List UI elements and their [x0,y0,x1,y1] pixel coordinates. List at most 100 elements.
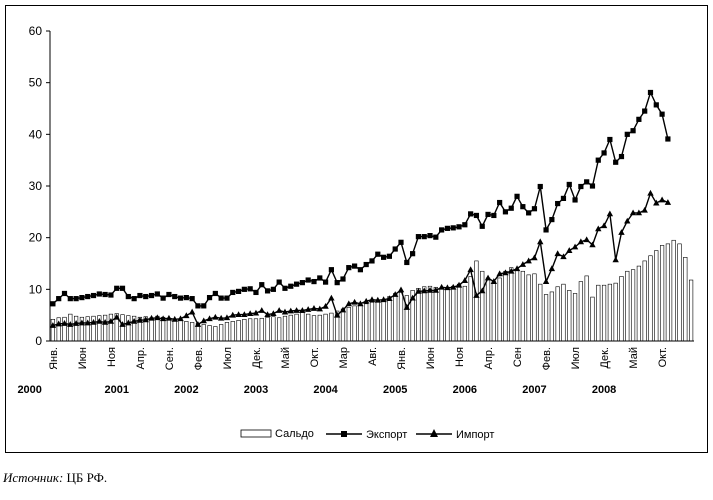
bar-saldo [207,325,212,342]
point-export [206,295,213,301]
x-month-label: Июн [425,347,437,369]
bar-saldo [381,299,386,342]
point-import [658,196,666,203]
x-month-label: Янв. [48,347,60,370]
point-import [600,222,608,229]
point-export [549,216,555,223]
legend-marker-export [341,431,347,437]
point-import [171,315,178,322]
point-import [264,311,271,318]
point-export [270,286,276,292]
bar-saldo [393,293,398,342]
bar-saldo [190,322,195,342]
point-export [630,128,636,134]
point-import [90,319,97,325]
point-import [438,283,445,290]
point-export [73,296,79,302]
point-import [537,238,544,245]
bar-saldo [236,320,241,342]
point-import [496,270,503,277]
point-export [659,111,665,117]
bar-saldo [352,305,357,342]
point-export [183,295,189,301]
point-import [212,313,219,320]
x-month-label: Дек. [251,347,263,368]
x-year-label: 2001 [104,384,128,396]
point-export [311,278,317,285]
bar-saldo [265,316,270,342]
bar-saldo [538,283,543,342]
point-export [102,291,108,298]
point-export [647,89,654,96]
point-export [398,239,404,245]
point-import [322,302,329,309]
point-export [90,292,97,299]
point-export [241,286,247,292]
point-import [287,307,294,314]
bar-saldo [468,276,473,342]
point-import [554,250,561,257]
point-export [230,289,236,296]
point-export [137,292,143,299]
source-text: ЦБ РФ. [66,470,108,485]
bar-saldo [329,312,334,342]
point-export [346,265,352,271]
point-export [520,204,526,210]
point-import [455,281,463,288]
point-import [629,209,637,216]
bar-saldo [422,286,427,342]
bar-saldo [68,313,73,342]
point-import [479,287,486,294]
point-export [386,253,393,259]
point-export [253,289,259,296]
point-export [404,259,410,266]
legend-label-import: Импорт [456,429,494,441]
x-month-label: Фев. [193,347,205,370]
bar-saldo [509,267,514,342]
point-export [108,292,114,298]
x-month-label: Июл [570,347,582,369]
bar-saldo [683,257,688,342]
point-export [212,290,218,297]
point-export [160,295,166,301]
y-tick-label: 60 [29,24,43,38]
point-import [664,199,672,205]
point-import [316,305,323,312]
bar-saldo [358,304,363,342]
bar-saldo [532,273,537,342]
point-export [410,251,416,257]
bar-saldo [636,265,641,342]
bar-saldo [619,276,624,342]
x-year-label: 2006 [453,384,477,396]
point-import [194,321,202,327]
source-label: Источник: [3,470,64,485]
point-export [444,225,451,231]
point-import [333,311,341,318]
point-export [473,212,480,219]
point-import [252,309,260,316]
point-export [154,291,160,297]
point-export [317,275,323,281]
point-import [589,241,596,248]
x-year-label: 2002 [174,384,198,396]
y-tick-label: 30 [29,179,43,193]
x-month-label: Сен. [164,347,176,370]
point-export [363,261,369,268]
bar-saldo [149,317,154,342]
bar-saldo [224,322,230,342]
x-month-label: Май [628,347,640,369]
point-export [491,212,497,219]
bar-saldo [213,326,218,342]
point-import [200,317,207,324]
bar-saldo [526,274,531,342]
bar-saldo [346,307,351,342]
point-import [484,274,492,281]
point-import [136,316,144,323]
bar-saldo [462,285,467,342]
point-import [217,314,225,321]
point-export [653,102,659,108]
point-export [560,195,567,201]
point-export [613,159,619,165]
point-export [526,210,532,216]
bar-saldo [184,321,189,342]
